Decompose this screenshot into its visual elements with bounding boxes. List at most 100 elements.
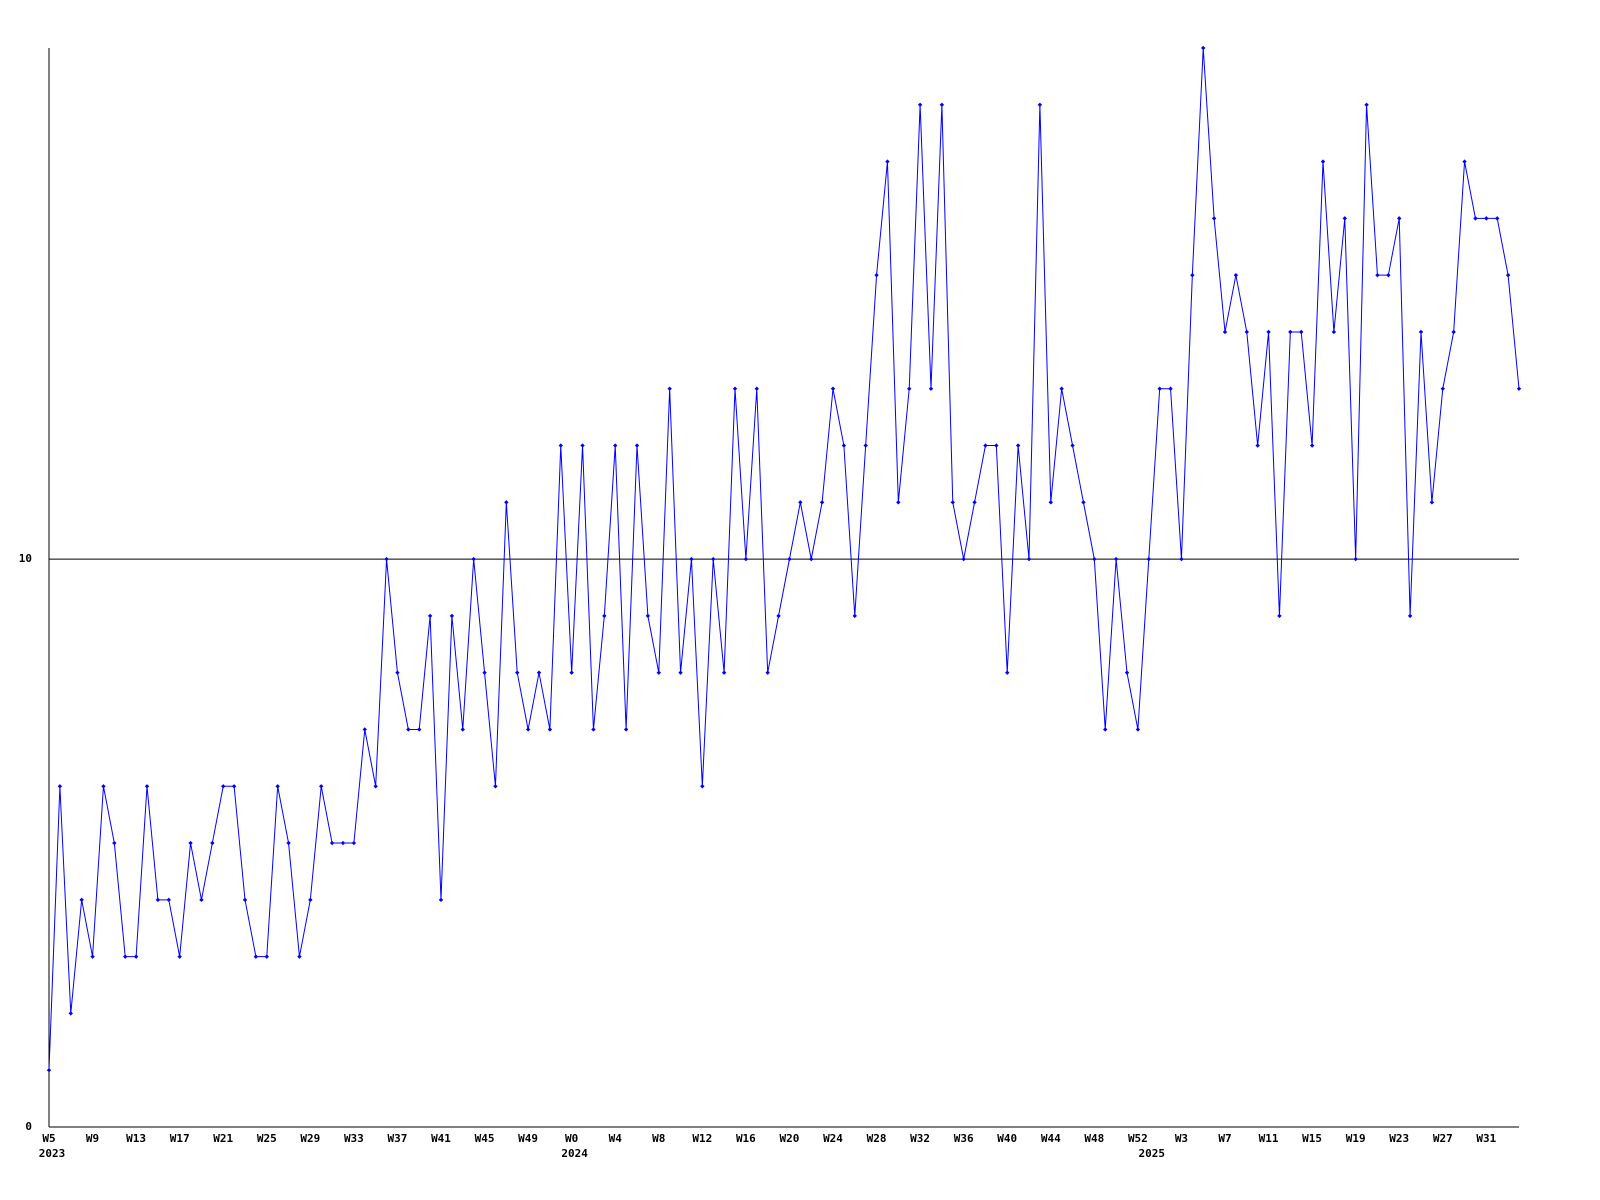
data-point (950, 500, 955, 505)
x-tick-label: W33 (344, 1132, 364, 1145)
y-tick-label: 10 (19, 552, 32, 565)
data-point (591, 727, 596, 732)
data-point (1092, 556, 1097, 562)
x-tick-label: W3 (1175, 1132, 1188, 1145)
data-point (743, 556, 749, 562)
data-point (210, 840, 215, 846)
data-point (1320, 159, 1326, 164)
data-point (1168, 386, 1173, 391)
x-tick-label: W19 (1346, 1132, 1366, 1145)
data-point (1451, 329, 1456, 335)
data-point (1397, 216, 1402, 221)
data-point (493, 784, 498, 789)
data-point (1331, 329, 1337, 335)
x-tick-label: W21 (213, 1132, 233, 1145)
data-point (1179, 556, 1184, 562)
x-tick-label: W28 (867, 1132, 887, 1145)
data-point (634, 443, 640, 448)
x-tick-label: W12 (692, 1132, 712, 1145)
data-point (286, 840, 291, 846)
data-point (1211, 216, 1217, 221)
data-point (1386, 272, 1391, 278)
data-point (297, 954, 302, 959)
data-point (504, 500, 509, 505)
data-point (1462, 159, 1467, 164)
data-point (928, 386, 934, 391)
x-tick-label: W9 (86, 1132, 99, 1145)
data-point (1015, 443, 1021, 448)
data-point (1048, 500, 1053, 505)
x-tick-label: W17 (170, 1132, 190, 1145)
data-point (623, 727, 629, 732)
x-tick-label: W5 (42, 1132, 55, 1145)
data-point (177, 954, 182, 959)
data-point (819, 500, 825, 505)
data-point (841, 443, 847, 448)
x-year-label: 2023 (39, 1147, 66, 1160)
data-point (90, 954, 95, 959)
data-point (754, 386, 759, 391)
data-point (732, 386, 738, 391)
data-point (547, 727, 553, 732)
data-point (46, 1068, 52, 1073)
data-point (776, 613, 781, 619)
data-point (1135, 727, 1141, 732)
data-point (569, 670, 574, 675)
data-point (1026, 556, 1032, 562)
data-point (1201, 45, 1206, 51)
data-point (1342, 216, 1347, 221)
data-point (1124, 670, 1130, 675)
data-point (1440, 386, 1445, 391)
data-point (1495, 216, 1500, 221)
data-line (48, 47, 1520, 1071)
data-point (144, 784, 150, 789)
x-tick-label: W4 (609, 1132, 623, 1145)
data-point (373, 784, 378, 789)
y-tick-label: 0 (25, 1120, 32, 1133)
data-point (1157, 386, 1162, 391)
data-point (645, 613, 651, 619)
data-point (917, 102, 923, 107)
data-point (874, 272, 879, 278)
data-point (1299, 329, 1304, 335)
data-point (700, 784, 705, 789)
data-point (972, 500, 977, 505)
data-point (1484, 216, 1489, 221)
data-point (449, 613, 455, 619)
data-point (406, 727, 411, 732)
data-point (1037, 102, 1043, 107)
data-point (798, 500, 803, 505)
data-point (1113, 556, 1119, 562)
data-point (994, 443, 999, 448)
data-point (1059, 386, 1064, 391)
data-point (667, 386, 672, 391)
x-tick-label: W13 (126, 1132, 146, 1145)
data-point (68, 1011, 73, 1016)
data-point (656, 670, 661, 675)
data-point (329, 840, 335, 846)
data-point (340, 840, 346, 846)
data-point (417, 727, 422, 732)
data-point (1309, 443, 1315, 448)
data-point (123, 954, 128, 959)
x-tick-label: W37 (388, 1132, 408, 1145)
data-point (689, 556, 694, 562)
x-tick-label: W25 (257, 1132, 277, 1145)
data-point (852, 613, 857, 619)
data-point (1222, 329, 1228, 335)
data-point (602, 613, 607, 619)
x-tick-label: W49 (518, 1132, 538, 1145)
data-point (362, 727, 367, 732)
data-point (863, 443, 868, 448)
x-tick-label: W40 (997, 1132, 1017, 1145)
data-point (231, 784, 237, 789)
data-point (896, 500, 901, 505)
x-tick-label: W44 (1041, 1132, 1061, 1145)
data-point (1266, 329, 1271, 335)
x-tick-label: W29 (300, 1132, 320, 1145)
data-point (1418, 329, 1424, 335)
data-point (79, 897, 84, 903)
data-point (1353, 556, 1358, 562)
data-point (188, 840, 193, 846)
